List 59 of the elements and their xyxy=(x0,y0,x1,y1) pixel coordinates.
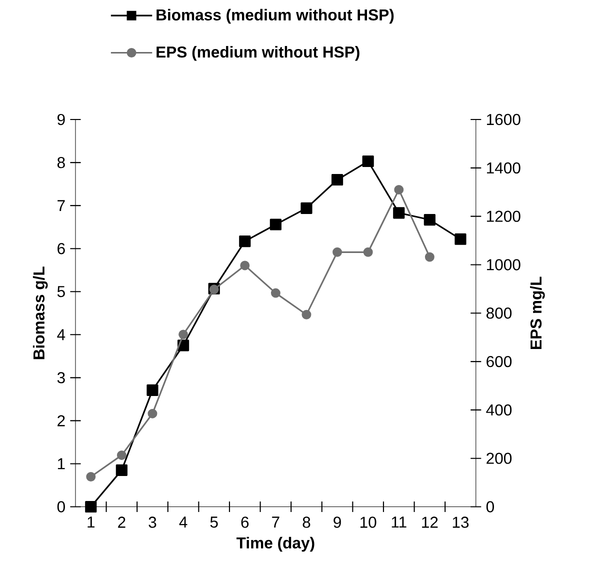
y-tick-label: 2 xyxy=(58,415,65,426)
point xyxy=(240,260,250,270)
y-tick-label: 8 xyxy=(57,157,65,168)
y2-axis-title: EPS mg/L xyxy=(530,276,545,350)
point xyxy=(270,218,282,230)
x-tick-label: 7 xyxy=(272,516,280,528)
x-tick-label: 2 xyxy=(118,516,126,528)
point xyxy=(302,310,312,320)
y-tick-label: 4 xyxy=(57,329,66,340)
x-tick-label: 12 xyxy=(422,516,438,528)
x-tick-label: 5 xyxy=(210,516,218,528)
y-tick-label: 7 xyxy=(58,200,65,212)
point xyxy=(424,214,436,226)
x-tick-label: 1 xyxy=(88,516,94,528)
point xyxy=(146,384,158,396)
x-tick-label: 10 xyxy=(360,516,376,528)
y2-tick-label: 1400 xyxy=(487,162,520,174)
legend-label: EPS (medium without HSP) xyxy=(156,46,360,61)
point xyxy=(454,233,466,246)
x-tick-label: 4 xyxy=(179,516,188,528)
point xyxy=(239,236,251,248)
x-tick-label: 3 xyxy=(148,516,156,528)
y2-tick-label: 400 xyxy=(486,404,512,416)
point xyxy=(393,207,405,219)
point xyxy=(85,501,97,513)
point xyxy=(116,450,126,460)
y-tick-label: 6 xyxy=(58,243,65,254)
y2-tick-label: 600 xyxy=(486,356,512,368)
legend-label: Biomass (medium without HSP) xyxy=(156,8,394,24)
point xyxy=(270,288,280,298)
y2-tick-label: 800 xyxy=(486,308,512,319)
y2-tick-label: 0 xyxy=(486,501,494,512)
point xyxy=(300,202,312,214)
y2-tick-label: 1200 xyxy=(487,210,520,222)
y-tick-label: 9 xyxy=(58,114,65,126)
x-tick-label: 13 xyxy=(452,516,469,528)
x-tick-label: 9 xyxy=(334,516,341,528)
y2-tick-label: 1600 xyxy=(487,114,520,126)
y2-tick-label: 200 xyxy=(486,452,512,464)
x-tick-label: 6 xyxy=(241,516,249,528)
point xyxy=(363,247,373,257)
x-axis-title: Time (day) xyxy=(236,536,314,552)
y2-tick-label: 1000 xyxy=(487,259,520,270)
y-tick-label: 5 xyxy=(57,286,65,298)
x-tick-label: 11 xyxy=(392,516,406,528)
point xyxy=(332,247,342,257)
point xyxy=(424,252,434,262)
x-tick-label: 8 xyxy=(302,516,310,528)
point xyxy=(394,185,404,195)
point xyxy=(116,464,128,476)
point xyxy=(86,472,96,482)
point xyxy=(331,174,344,186)
y-tick-label: 3 xyxy=(57,372,65,384)
y-tick-label: 1 xyxy=(58,458,65,470)
point xyxy=(362,156,374,168)
point xyxy=(178,330,188,340)
y-tick-label: 0 xyxy=(57,501,65,512)
y-axis-title: Biomass g/L xyxy=(32,266,48,360)
point xyxy=(148,408,158,418)
